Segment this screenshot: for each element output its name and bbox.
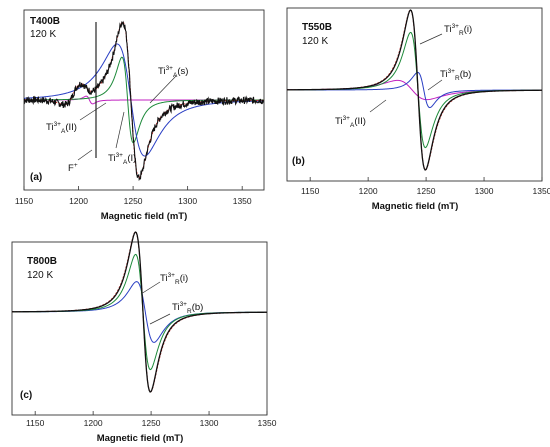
panel-a-x-tick-label: 1200 [69,196,88,206]
panel-a-x-axis-title: Magnetic field (mT) [101,211,188,222]
panel-b-x-tick-label: 1250 [417,186,436,196]
panel-c-plot [11,231,268,393]
panel-c-x-ticks: 1150 1200 1250 1300 1350 [26,411,277,428]
panel-b-sample-label: T550B [302,22,332,33]
panel-b-x-tick-label: 1200 [359,186,378,196]
panel-a-series-experimental [23,20,265,182]
panel-c-tag: (c) [20,390,32,401]
panel-a-tag: (a) [30,172,42,183]
panel-a-x-tick-label: 1250 [124,196,143,206]
panel-b-tag: (b) [292,156,305,167]
panel-a-x-ticks: 1150 1200 1250 1300 1350 [15,186,252,206]
panel-a-temperature-label: 120 K [30,29,56,40]
panel-c-temperature-label: 120 K [27,270,53,281]
panel-b-x-tick-label: 1300 [475,186,494,196]
panel-b-x-tick-label: 1350 [533,186,550,196]
panel-c-x-tick-label: 1150 [26,418,45,428]
panel-a-ann-line-f [77,149,93,161]
panel-b-ann-ti-aii: Ti3+A(II) [335,115,366,129]
panel-b-x-tick-label: 1150 [301,186,320,196]
panel-c-ann-ti-ri: Ti3+R(i) [160,272,188,286]
panel-c: 1150 1200 1250 1300 1350 T800B 120 K (c) Mag… [11,231,277,444]
panel-c-ann-line-b [149,313,171,325]
panel-a-ann-ti-ii: Ti3+A(II) [46,121,77,135]
panel-b-temperature-label: 120 K [302,36,328,47]
panel-c-x-tick-label: 1250 [142,418,161,428]
panel-a-ann-f-plus: F+ [68,162,78,174]
panel-c-x-tick-label: 1200 [84,418,103,428]
panel-c-x-axis-title: Magnetic field (mT) [97,433,184,444]
panel-b-x-ticks: 1150 1200 1250 1300 1350 [301,177,550,196]
panel-a-x-tick-label: 1300 [178,196,197,206]
panel-a: 1150 1200 1250 1300 1350 T400B 120 K (a) Mag… [15,9,265,222]
panel-a-ann-line-i [115,111,125,149]
panel-a-ann-ti-i: Ti3+A(I) [108,152,136,166]
panel-c-ann-ti-rb: Ti3+R(b) [172,301,203,315]
panel-b-ann-ti-rb: Ti3+R(b) [440,68,471,82]
panel-c-x-tick-label: 1350 [258,418,277,428]
panel-b-x-axis-title: Magnetic field (mT) [372,201,459,212]
panel-a-ann-line-ii [79,102,107,121]
panel-b-series-experimental [286,9,543,171]
panel-a-ann-line-s [149,75,177,104]
panel-b: 1150 1200 1250 1300 1350 T550B 120 K (b) Mag… [286,7,550,212]
panel-b-ann-line-ii [369,99,387,113]
panel-c-series-experimental [11,231,268,393]
panel-c-ann-line-i [140,281,161,295]
panel-b-plot [286,9,543,171]
panel-b-frame [286,7,543,182]
panel-c-sample-label: T800B [27,256,57,267]
panel-a-sample-label: T400B [30,16,60,27]
panel-b-ann-line-i [419,33,443,45]
panel-a-x-tick-label: 1350 [233,196,252,206]
panel-a-plot [23,20,265,182]
panel-c-frame [11,241,268,416]
panel-c-x-tick-label: 1300 [200,418,219,428]
panel-a-ann-ti-s: Ti3+A(s) [158,65,188,79]
panel-a-x-tick-label: 1150 [15,196,34,206]
panel-b-ann-ti-ri: Ti3+R(i) [444,23,472,37]
panel-b-ann-line-b [427,79,443,91]
